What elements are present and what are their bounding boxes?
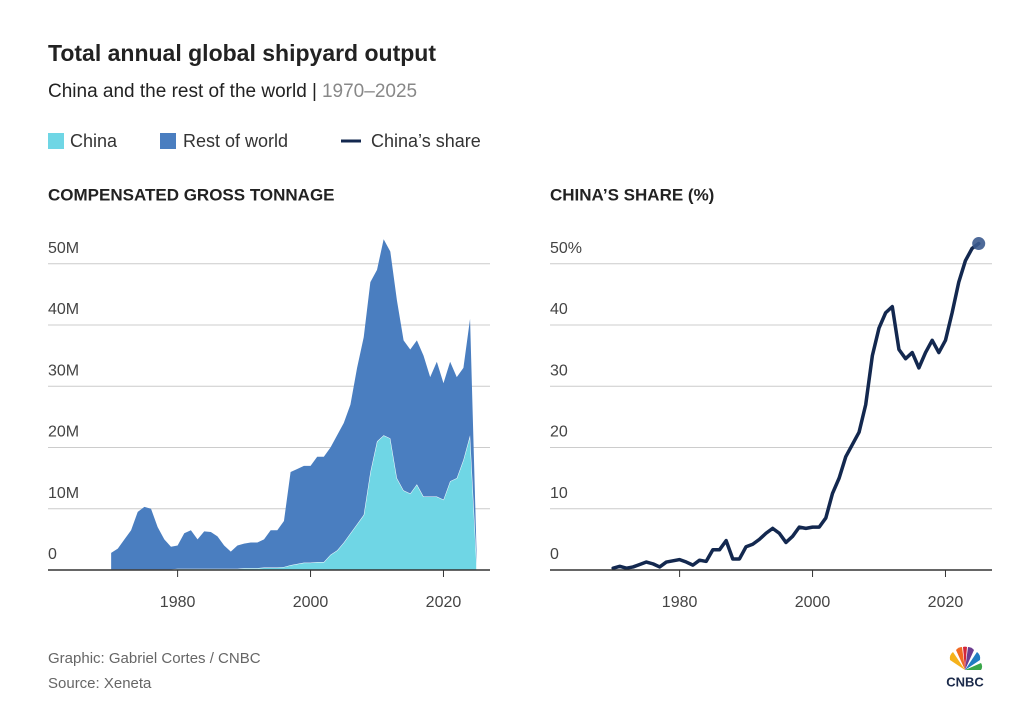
panel-title: CHINA’S SHARE (%)	[550, 185, 714, 204]
plot	[48, 239, 490, 571]
legend-label: Rest of world	[183, 131, 288, 151]
subtitle: China and the rest of the world | 1970–20…	[48, 81, 417, 102]
plot	[550, 237, 992, 571]
y-tick-label: 20	[550, 424, 568, 441]
legend-swatch	[160, 133, 176, 149]
subtitle-years: 1970–2025	[322, 81, 417, 102]
y-tick-label: 30	[550, 362, 568, 379]
x-tick-label: 2000	[293, 594, 329, 611]
y-tick-label: 50M	[48, 240, 79, 257]
y-tick-label: 10	[550, 485, 568, 502]
legend-label: China’s share	[371, 131, 481, 151]
y-tick-label: 10M	[48, 485, 79, 502]
x-tick-label: 1980	[662, 594, 698, 611]
subtitle-text: China and the rest of the world |	[48, 81, 317, 102]
credit: Graphic: Gabriel Cortes / CNBC	[48, 650, 261, 667]
legend-label: China	[70, 131, 118, 151]
y-tick-label: 30M	[48, 362, 79, 379]
y-tick-label: 50%	[550, 240, 582, 257]
logo-feather	[965, 663, 983, 670]
logo-feather	[963, 646, 967, 670]
y-tick-label: 40M	[48, 301, 79, 318]
y-tick-label: 20M	[48, 424, 79, 441]
area	[111, 239, 477, 570]
y-tick-label: 40	[550, 301, 568, 318]
end-marker	[972, 237, 986, 251]
logo: CNBC	[946, 646, 984, 689]
panel-title: COMPENSATED GROSS TONNAGE	[48, 185, 335, 204]
x-tick-label: 1980	[160, 594, 196, 611]
legend-swatch	[48, 133, 64, 149]
logo-feather	[965, 647, 974, 670]
source: Source: Xeneta	[48, 675, 152, 692]
x-tick-label: 2020	[426, 594, 462, 611]
x-tick-label: 2000	[795, 594, 831, 611]
title: Total annual global shipyard output	[48, 40, 436, 66]
line	[611, 241, 981, 570]
x-tick-label: 2020	[928, 594, 964, 611]
y-tick-label: 0	[48, 546, 57, 563]
y-tick-label: 0	[550, 546, 559, 563]
logo-feather	[949, 652, 965, 670]
logo-feather	[965, 652, 981, 670]
logo-feather	[956, 647, 965, 670]
logo-text: CNBC	[946, 674, 984, 689]
